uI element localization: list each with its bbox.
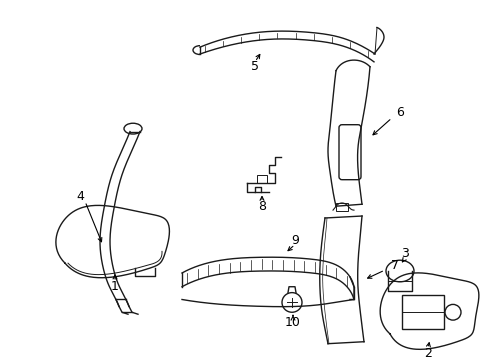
Text: 6: 6 [395, 107, 403, 120]
Bar [257, 175, 266, 183]
Circle shape [282, 293, 302, 312]
Text: 4: 4 [76, 190, 84, 203]
FancyBboxPatch shape [338, 125, 360, 180]
Text: 7: 7 [390, 258, 398, 272]
Text: 1: 1 [111, 280, 119, 293]
Bar [401, 294, 443, 329]
Text: 2: 2 [423, 347, 431, 360]
Text: 5: 5 [250, 60, 259, 73]
Text: 8: 8 [258, 200, 265, 213]
Text: 10: 10 [285, 316, 300, 329]
Text: 3: 3 [400, 247, 408, 260]
Circle shape [444, 305, 460, 320]
Bar [335, 203, 347, 211]
Text: 9: 9 [290, 234, 298, 247]
